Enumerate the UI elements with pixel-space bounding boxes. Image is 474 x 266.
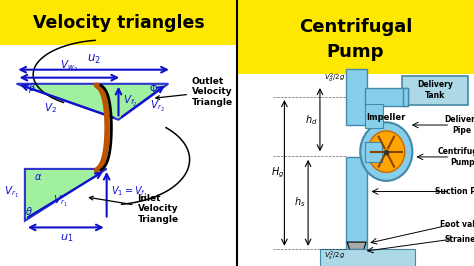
Text: Delivery
Tank: Delivery Tank xyxy=(417,81,453,100)
FancyBboxPatch shape xyxy=(365,104,383,128)
Text: Centrifugal
Pump: Centrifugal Pump xyxy=(438,147,474,167)
Text: $V_{r_2}$: $V_{r_2}$ xyxy=(151,99,165,114)
FancyBboxPatch shape xyxy=(346,69,367,125)
Text: Impeller: Impeller xyxy=(366,113,406,122)
Text: Strainer: Strainer xyxy=(445,235,474,244)
Text: Foot valve: Foot valve xyxy=(439,220,474,229)
Text: $V_{r_1}$: $V_{r_1}$ xyxy=(53,194,68,209)
Text: $V_{r_1}$: $V_{r_1}$ xyxy=(4,185,19,200)
Text: $V_1 = V_{f_1}$: $V_1 = V_{f_1}$ xyxy=(111,185,148,200)
FancyBboxPatch shape xyxy=(0,0,237,45)
Text: $V_s^2/2g$: $V_s^2/2g$ xyxy=(324,250,345,263)
FancyBboxPatch shape xyxy=(320,249,415,266)
Polygon shape xyxy=(17,84,168,120)
Text: Velocity triangles: Velocity triangles xyxy=(33,14,204,32)
Text: $h_d$: $h_d$ xyxy=(305,113,318,127)
Text: $V_2$: $V_2$ xyxy=(44,101,57,115)
Text: Inlet
Velocity
Triangle: Inlet Velocity Triangle xyxy=(90,194,179,224)
Text: Pump: Pump xyxy=(327,43,384,61)
Circle shape xyxy=(360,122,412,181)
Text: $\beta$: $\beta$ xyxy=(28,81,36,95)
Polygon shape xyxy=(25,169,107,221)
Text: Delivery
Pipe: Delivery Pipe xyxy=(444,115,474,135)
Text: $\alpha$: $\alpha$ xyxy=(34,172,43,182)
Text: Centrifugal: Centrifugal xyxy=(299,18,412,36)
Text: $\Phi$: $\Phi$ xyxy=(149,82,159,94)
Text: $\theta$: $\theta$ xyxy=(25,205,33,217)
Text: $V_d^2/2g$: $V_d^2/2g$ xyxy=(324,72,345,85)
FancyBboxPatch shape xyxy=(346,157,367,250)
FancyBboxPatch shape xyxy=(365,142,382,162)
Text: $H_g$: $H_g$ xyxy=(271,166,284,180)
Text: $V_{w_2}$: $V_{w_2}$ xyxy=(60,59,78,74)
Text: $u_2$: $u_2$ xyxy=(87,53,100,66)
FancyBboxPatch shape xyxy=(237,0,474,74)
Text: $h_s$: $h_s$ xyxy=(294,195,306,209)
Text: Outlet
Velocity
Triangle: Outlet Velocity Triangle xyxy=(156,77,233,107)
FancyBboxPatch shape xyxy=(365,88,408,106)
Text: $u_1$: $u_1$ xyxy=(60,232,73,244)
Polygon shape xyxy=(347,242,366,250)
Polygon shape xyxy=(348,250,364,256)
Text: Suction Pipe: Suction Pipe xyxy=(435,187,474,196)
FancyBboxPatch shape xyxy=(402,76,468,105)
FancyBboxPatch shape xyxy=(403,88,408,106)
Circle shape xyxy=(368,131,405,172)
Text: $V_{f_2}$: $V_{f_2}$ xyxy=(123,94,137,109)
